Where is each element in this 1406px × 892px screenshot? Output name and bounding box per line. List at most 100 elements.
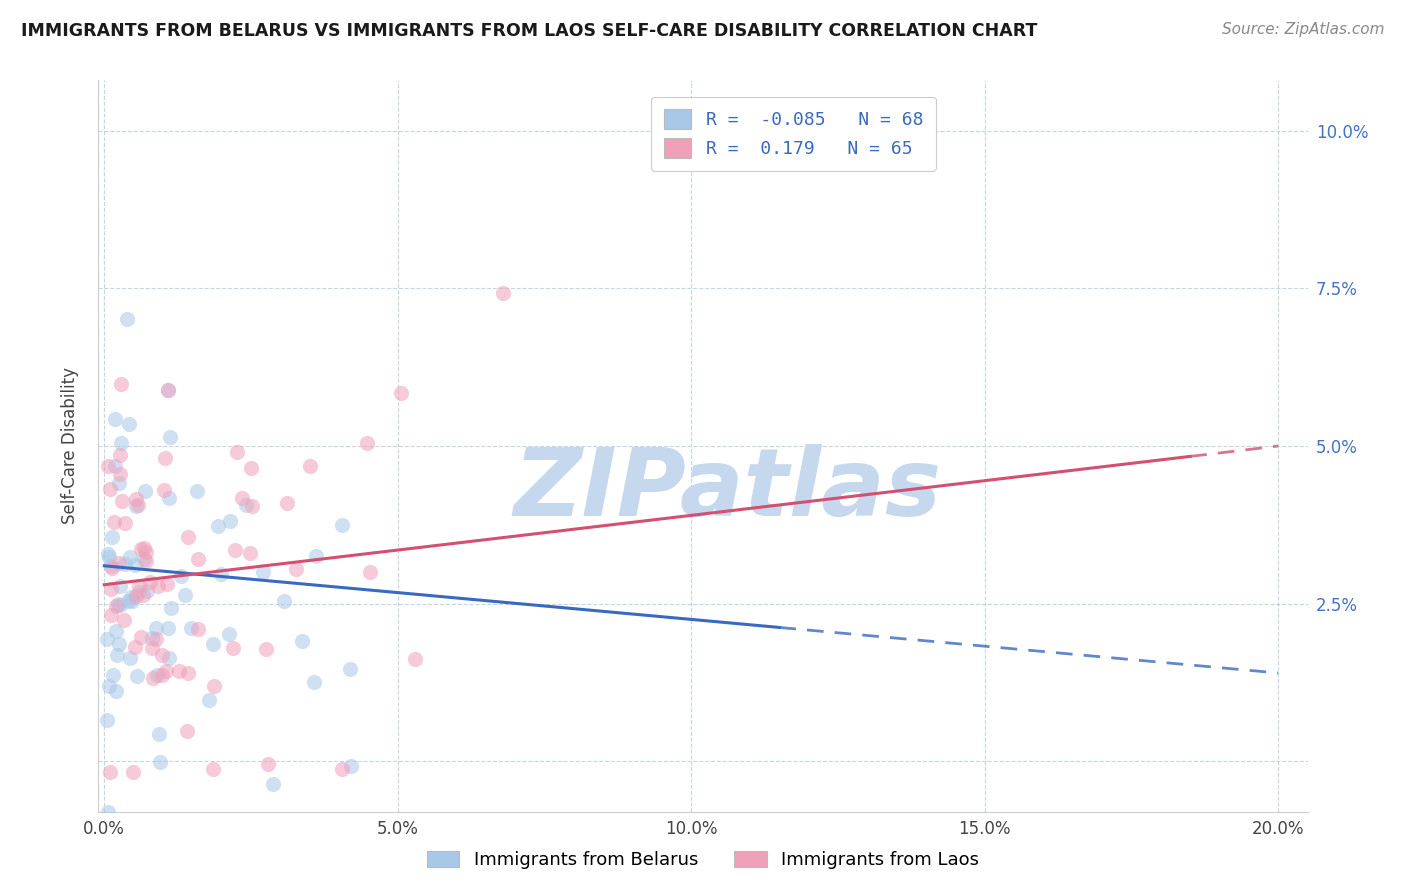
Point <box>145 667 167 681</box>
Point <box>96 713 118 727</box>
Point <box>187 622 209 636</box>
Point <box>222 641 245 656</box>
Point <box>359 566 381 580</box>
Point <box>136 583 159 598</box>
Point <box>150 667 173 681</box>
Point <box>141 632 163 646</box>
Point <box>273 593 295 607</box>
Point <box>125 499 148 513</box>
Legend: R =  -0.085   N = 68, R =  0.179   N = 65: R = -0.085 N = 68, R = 0.179 N = 65 <box>651 96 936 170</box>
Point <box>96 805 118 819</box>
Point <box>252 565 274 579</box>
Point <box>98 764 121 779</box>
Point <box>218 627 240 641</box>
Point <box>110 436 132 450</box>
Point <box>141 640 163 655</box>
Point <box>305 549 328 563</box>
Point <box>159 430 181 444</box>
Point <box>330 518 353 533</box>
Point <box>198 693 221 707</box>
Point <box>108 579 131 593</box>
Point <box>207 519 229 533</box>
Point <box>125 589 148 603</box>
Point <box>105 683 128 698</box>
Point <box>156 621 179 635</box>
Point <box>117 594 139 608</box>
Point <box>128 579 150 593</box>
Point <box>108 448 131 462</box>
Point <box>114 557 136 571</box>
Point <box>117 417 139 431</box>
Point <box>114 516 136 531</box>
Point <box>238 546 260 560</box>
Point <box>135 554 157 568</box>
Point <box>120 591 142 605</box>
Point <box>107 648 129 662</box>
Point <box>129 542 152 557</box>
Point <box>127 498 149 512</box>
Point <box>235 498 257 512</box>
Point <box>157 650 180 665</box>
Point <box>339 662 361 676</box>
Point <box>98 679 121 693</box>
Point <box>135 545 157 559</box>
Point <box>299 458 322 473</box>
Point <box>150 648 173 662</box>
Text: Source: ZipAtlas.com: Source: ZipAtlas.com <box>1222 22 1385 37</box>
Point <box>107 637 129 651</box>
Point <box>257 757 280 772</box>
Point <box>115 311 138 326</box>
Point <box>219 514 242 528</box>
Point <box>100 530 122 544</box>
Point <box>118 650 141 665</box>
Point <box>105 599 128 613</box>
Point <box>111 494 134 508</box>
Point <box>118 549 141 564</box>
Point <box>117 887 139 892</box>
Point <box>291 634 314 648</box>
Point <box>100 560 122 574</box>
Point <box>153 483 176 497</box>
Point <box>97 550 120 565</box>
Point <box>180 621 202 635</box>
Point <box>174 588 197 602</box>
Point <box>209 567 232 582</box>
Point <box>97 547 120 561</box>
Point <box>148 579 170 593</box>
Point <box>100 559 122 574</box>
Point <box>254 642 277 657</box>
Point <box>100 608 122 623</box>
Point <box>121 594 143 608</box>
Point <box>224 543 246 558</box>
Point <box>155 577 177 591</box>
Point <box>149 756 172 770</box>
Point <box>404 652 426 666</box>
Point <box>148 727 170 741</box>
Point <box>330 763 353 777</box>
Point <box>176 723 198 738</box>
Point <box>145 621 167 635</box>
Point <box>110 376 132 391</box>
Point <box>97 459 120 474</box>
Point <box>170 569 193 583</box>
Legend: Immigrants from Belarus, Immigrants from Laos: Immigrants from Belarus, Immigrants from… <box>418 842 988 879</box>
Point <box>201 637 224 651</box>
Point <box>202 679 225 693</box>
Point <box>96 632 118 646</box>
Point <box>107 598 129 612</box>
Point <box>155 664 177 678</box>
Point <box>103 515 125 529</box>
Point <box>389 386 412 401</box>
Point <box>231 491 253 505</box>
Point <box>187 552 209 566</box>
Text: IMMIGRANTS FROM BELARUS VS IMMIGRANTS FROM LAOS SELF-CARE DISABILITY CORRELATION: IMMIGRANTS FROM BELARUS VS IMMIGRANTS FR… <box>21 22 1038 40</box>
Point <box>124 558 146 572</box>
Point <box>153 451 176 466</box>
Point <box>262 777 284 791</box>
Point <box>492 286 515 301</box>
Point <box>134 552 156 566</box>
Point <box>276 495 298 509</box>
Point <box>103 668 125 682</box>
Point <box>108 556 131 570</box>
Point <box>142 671 165 685</box>
